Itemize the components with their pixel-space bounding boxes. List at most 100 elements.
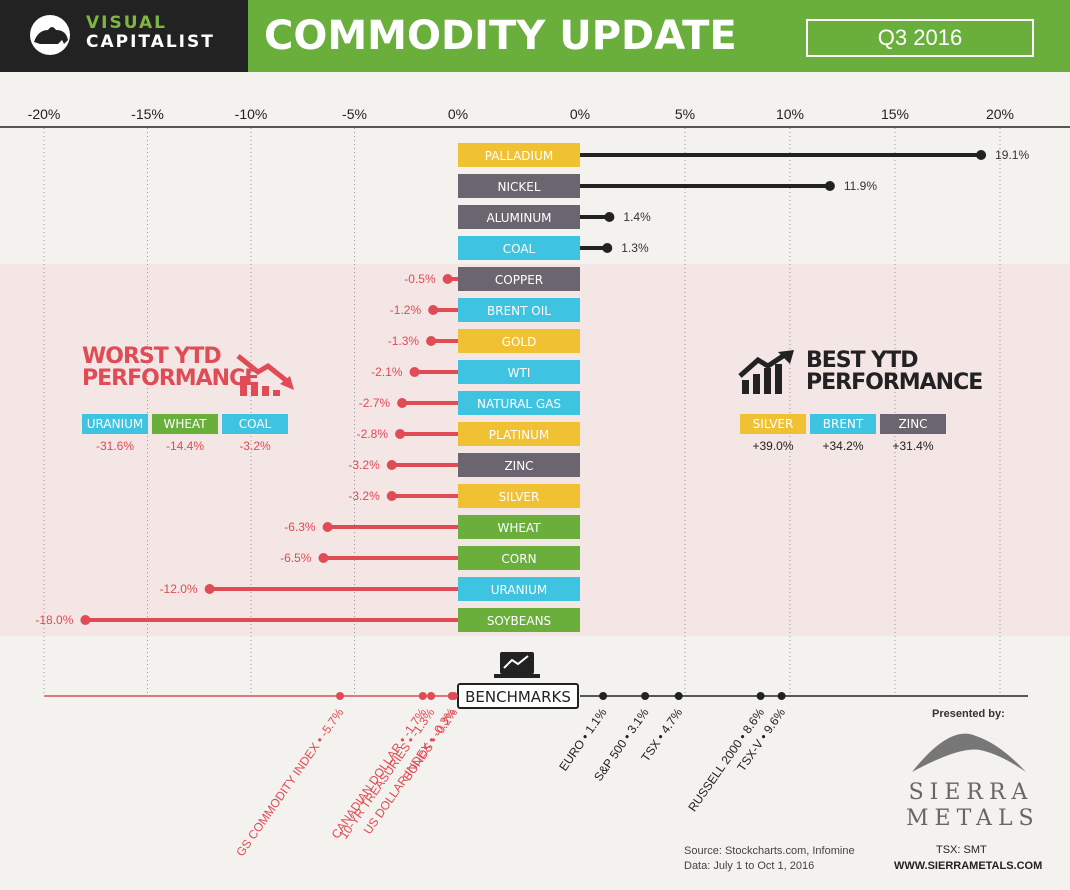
benchmark-label: GS COMMODITY INDEX • -5.7% bbox=[233, 705, 346, 859]
category-label-box bbox=[458, 515, 580, 539]
header-bar bbox=[248, 0, 1070, 72]
category-label-box bbox=[458, 236, 580, 260]
bar-end-point bbox=[824, 181, 835, 191]
benchmark-point bbox=[674, 692, 683, 700]
bar-end-point bbox=[395, 429, 406, 439]
category-label-box bbox=[458, 298, 580, 322]
category-label-box bbox=[458, 422, 580, 446]
bar-end-point bbox=[386, 460, 397, 470]
category-label: NICKEL bbox=[497, 180, 540, 194]
data-label: 11.9% bbox=[844, 179, 877, 193]
data-label: -12.0% bbox=[160, 582, 198, 596]
category-label: COAL bbox=[503, 242, 536, 256]
axis-tick-label: 0% bbox=[448, 106, 468, 122]
negative-zone-band bbox=[0, 264, 1070, 636]
category-label-box bbox=[458, 391, 580, 415]
benchmark-point bbox=[336, 692, 345, 700]
data-label: -2.7% bbox=[359, 396, 391, 410]
bar-end-point bbox=[409, 367, 420, 377]
category-label: NATURAL GAS bbox=[477, 397, 561, 411]
bar-end-point bbox=[428, 305, 439, 315]
axis-tick-label: 20% bbox=[986, 106, 1014, 122]
axis-tick-label: 0% bbox=[570, 106, 590, 122]
category-label-box bbox=[458, 329, 580, 353]
category-label: PALLADIUM bbox=[485, 149, 553, 163]
benchmark-point bbox=[427, 692, 436, 700]
bar-end-point bbox=[602, 243, 613, 253]
category-label: CORN bbox=[501, 552, 536, 566]
category-label: ALUMINUM bbox=[486, 211, 551, 225]
benchmark-point bbox=[449, 692, 458, 700]
website-link[interactable]: WWW.SIERRAMETALS.COM bbox=[894, 860, 1043, 872]
laptop-trend bbox=[503, 655, 529, 669]
best-title-line-2: PERFORMANCE bbox=[806, 370, 983, 395]
sponsor-line-1: SIERRA bbox=[908, 780, 1034, 805]
source-line-1: Source: Stockcharts.com, Infomine bbox=[684, 845, 855, 857]
data-label: -6.5% bbox=[280, 551, 312, 565]
category-label-box bbox=[458, 205, 580, 229]
category-label: SILVER bbox=[499, 490, 540, 504]
quarter-badge: Q3 2016 bbox=[806, 19, 1034, 57]
benchmarks-title: BENCHMARKS bbox=[465, 688, 571, 706]
data-label: -2.1% bbox=[371, 365, 403, 379]
data-label: 1.3% bbox=[621, 241, 649, 255]
benchmarks-box bbox=[457, 683, 579, 709]
mountain-logo-icon bbox=[912, 733, 1026, 772]
ytd-value: +39.0% bbox=[752, 439, 794, 453]
axis-tick-label: -15% bbox=[131, 106, 164, 122]
ytd-value: +34.2% bbox=[822, 439, 864, 453]
bar-end-point bbox=[322, 522, 333, 532]
category-label-box bbox=[458, 484, 580, 508]
category-label: BRENT OIL bbox=[487, 304, 551, 318]
category-label: GOLD bbox=[502, 335, 537, 349]
logo-line-2: CAPITALIST bbox=[86, 32, 215, 52]
best-panel: BEST YTD PERFORMANCE bbox=[806, 350, 983, 395]
ytd-value: +31.4% bbox=[892, 439, 934, 453]
ytd-tag: SILVER bbox=[740, 414, 806, 434]
category-label: SOYBEANS bbox=[487, 614, 551, 628]
category-label-box bbox=[458, 546, 580, 570]
bar-end-point bbox=[318, 553, 329, 563]
axis-tick-label: 15% bbox=[881, 106, 909, 122]
bar-end-point bbox=[442, 274, 453, 284]
bar-end-point bbox=[386, 491, 397, 501]
category-label-box bbox=[458, 267, 580, 291]
bar-end-point bbox=[426, 336, 437, 346]
source-line-2: Data: July 1 to Oct 1, 2016 bbox=[684, 860, 815, 872]
axis-tick-label: -5% bbox=[342, 106, 367, 122]
data-label: -1.3% bbox=[388, 334, 420, 348]
laptop-chart-icon bbox=[494, 652, 540, 678]
trend-up-icon bbox=[738, 350, 794, 394]
axis-tick-label: -20% bbox=[28, 106, 61, 122]
page-title: COMMODITY UPDATE bbox=[264, 13, 737, 59]
ytd-tag: WHEAT bbox=[152, 414, 218, 434]
benchmark-point bbox=[777, 692, 786, 700]
category-label: WTI bbox=[508, 366, 531, 380]
worst-title-line-1: WORST YTD bbox=[82, 344, 222, 369]
data-label: -3.2% bbox=[348, 489, 380, 503]
category-label: ZINC bbox=[504, 459, 533, 473]
trend-down-icon bbox=[236, 354, 294, 396]
category-label-box bbox=[458, 608, 580, 632]
rhino-logo-icon bbox=[30, 15, 70, 55]
data-label: -1.2% bbox=[390, 303, 422, 317]
data-label: -3.2% bbox=[348, 458, 380, 472]
logo-line-1: VISUAL bbox=[86, 13, 167, 33]
data-label: 19.1% bbox=[995, 148, 1029, 162]
source-note: Source: Stockcharts.com, Infomine Data: … bbox=[684, 844, 855, 874]
benchmark-point bbox=[599, 692, 608, 700]
category-label: COPPER bbox=[495, 273, 543, 287]
category-label-box bbox=[458, 143, 580, 167]
data-label: -2.8% bbox=[357, 427, 389, 441]
axis-tick-label: 10% bbox=[776, 106, 804, 122]
data-label: -0.5% bbox=[404, 272, 436, 286]
ytd-value: -3.2% bbox=[239, 439, 271, 453]
data-label: -6.3% bbox=[284, 520, 316, 534]
category-label-box bbox=[458, 174, 580, 198]
ytd-value: -14.4% bbox=[165, 439, 205, 453]
ytd-tag: ZINC bbox=[880, 414, 946, 434]
ytd-value: -31.6% bbox=[95, 439, 135, 453]
data-label: 1.4% bbox=[623, 210, 651, 224]
axis-tick-label: -10% bbox=[235, 106, 268, 122]
